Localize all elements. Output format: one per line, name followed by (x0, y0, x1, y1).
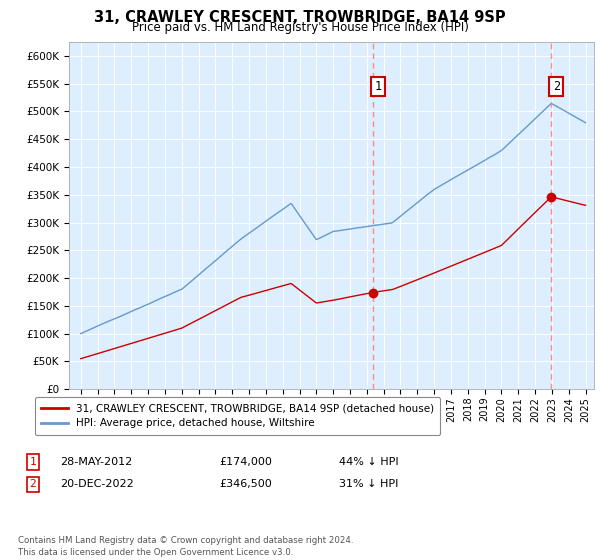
Text: 1: 1 (375, 80, 382, 93)
Text: £174,000: £174,000 (219, 457, 272, 467)
Text: 31, CRAWLEY CRESCENT, TROWBRIDGE, BA14 9SP: 31, CRAWLEY CRESCENT, TROWBRIDGE, BA14 9… (94, 10, 506, 25)
Text: 1: 1 (29, 457, 37, 467)
Text: Price paid vs. HM Land Registry's House Price Index (HPI): Price paid vs. HM Land Registry's House … (131, 21, 469, 34)
Text: Contains HM Land Registry data © Crown copyright and database right 2024.
This d: Contains HM Land Registry data © Crown c… (18, 536, 353, 557)
Text: 20-DEC-2022: 20-DEC-2022 (60, 479, 134, 489)
Text: 44% ↓ HPI: 44% ↓ HPI (339, 457, 398, 467)
Text: £346,500: £346,500 (219, 479, 272, 489)
Legend: 31, CRAWLEY CRESCENT, TROWBRIDGE, BA14 9SP (detached house), HPI: Average price,: 31, CRAWLEY CRESCENT, TROWBRIDGE, BA14 9… (35, 397, 440, 435)
Text: 2: 2 (29, 479, 37, 489)
Text: 28-MAY-2012: 28-MAY-2012 (60, 457, 132, 467)
Text: 2: 2 (553, 80, 560, 93)
Text: 31% ↓ HPI: 31% ↓ HPI (339, 479, 398, 489)
